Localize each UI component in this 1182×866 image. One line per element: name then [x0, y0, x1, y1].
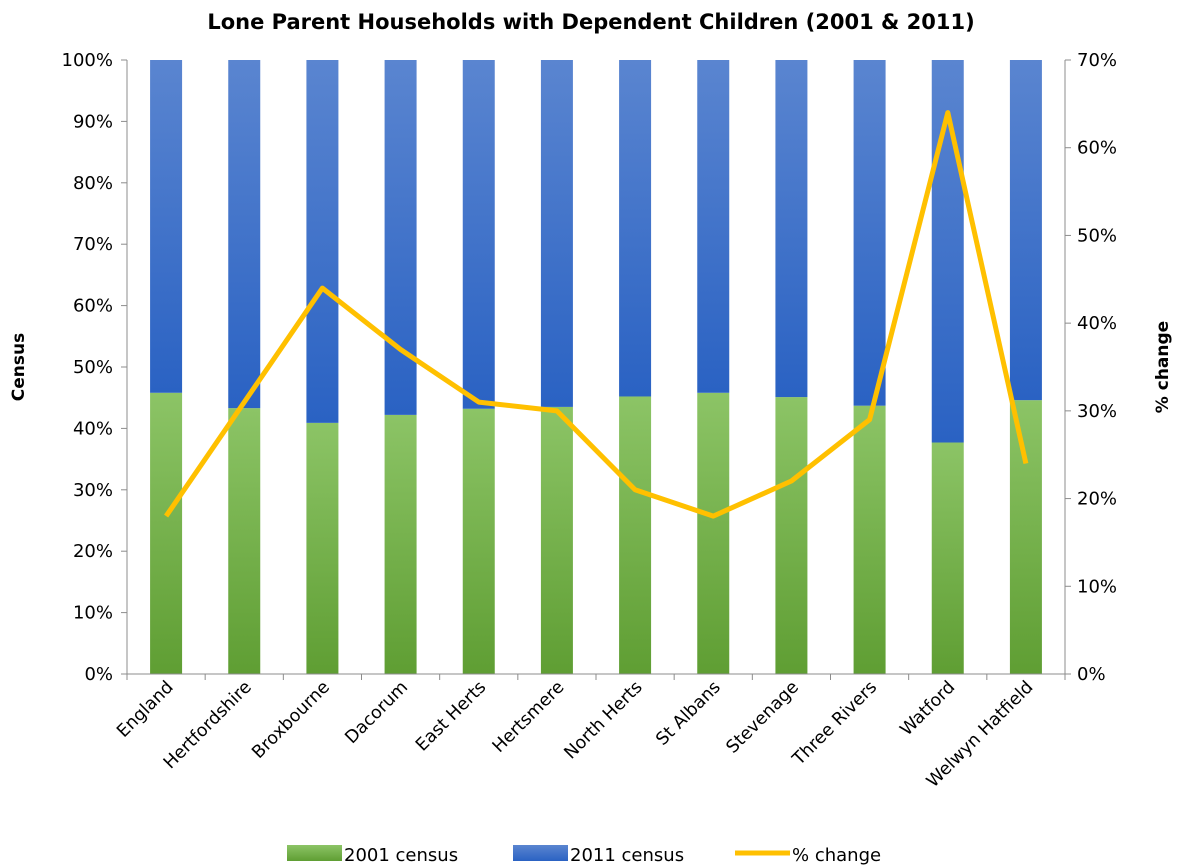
legend-label: 2011 census [570, 845, 684, 866]
left-tick-label: 20% [73, 541, 113, 562]
left-tick-label: 70% [73, 234, 113, 255]
category-label: Stevenage [723, 677, 803, 757]
right-axis-title: % change [1153, 321, 1173, 413]
right-tick-label: 50% [1077, 225, 1117, 246]
bar-2001-census [150, 392, 183, 674]
category-label: Hertsmere [489, 677, 569, 757]
legend-swatch [513, 845, 568, 861]
right-tick-label: 30% [1077, 401, 1117, 422]
category-label: St Albans [652, 677, 724, 749]
bar-2011-census [697, 60, 730, 393]
category-label: Watford [897, 677, 960, 740]
bar-2011-census [150, 60, 183, 393]
category-label: East Herts [412, 677, 490, 755]
bar-2011-census [228, 60, 261, 409]
right-tick-label: 60% [1077, 138, 1117, 159]
legend-label: 2001 census [344, 845, 458, 866]
bar-2001-census [931, 442, 964, 674]
left-tick-label: 100% [62, 50, 113, 71]
chart-title: Lone Parent Households with Dependent Ch… [207, 10, 974, 34]
bar-2001-census [384, 414, 417, 674]
bar-2001-census [540, 406, 573, 674]
right-tick-label: 70% [1077, 50, 1117, 71]
bar-2011-census [306, 60, 339, 423]
bar-2011-census [384, 60, 417, 415]
left-tick-label: 10% [73, 603, 113, 624]
right-tick-label: 20% [1077, 489, 1117, 510]
left-tick-label: 60% [73, 296, 113, 317]
legend-label: % change [792, 845, 881, 866]
category-label: North Herts [561, 677, 647, 763]
bar-2011-census [853, 60, 886, 406]
left-tick-label: 90% [73, 111, 113, 132]
bar-2001-census [306, 422, 339, 674]
left-tick-label: 40% [73, 418, 113, 439]
legend-swatch [287, 845, 342, 861]
left-tick-label: 80% [73, 173, 113, 194]
bar-2001-census [697, 392, 730, 674]
bar-2011-census [775, 60, 808, 398]
category-label: Dacorum [341, 677, 412, 748]
legend: 2001 census 2011 census % change [287, 845, 881, 866]
bar-2011-census [619, 60, 652, 397]
bar-2011-census [1009, 60, 1042, 401]
bar-2001-census [853, 405, 886, 674]
legend-item: 2001 census [287, 845, 458, 866]
line-percent-change [164, 110, 1029, 519]
right-tick-label: 0% [1077, 664, 1106, 685]
right-tick-label: 10% [1077, 576, 1117, 597]
bar-2001-census [1009, 400, 1042, 674]
left-tick-label: 30% [73, 480, 113, 501]
left-tick-label: 0% [84, 664, 113, 685]
bar-2001-census [619, 396, 652, 674]
right-tick-label: 40% [1077, 313, 1117, 334]
bar-2011-census [462, 60, 495, 409]
bar-2001-census [462, 408, 495, 674]
plot-area [150, 60, 1042, 674]
category-label: Broxbourne [248, 677, 334, 763]
legend-item: 2011 census [513, 845, 684, 866]
category-label: England [113, 677, 177, 741]
bar-2001-census [775, 397, 808, 674]
legend-item: % change [735, 845, 881, 866]
left-tick-label: 50% [73, 357, 113, 378]
left-axis-title: Census [9, 333, 29, 401]
bar-2011-census [540, 60, 573, 407]
bar-2001-census [228, 408, 261, 674]
